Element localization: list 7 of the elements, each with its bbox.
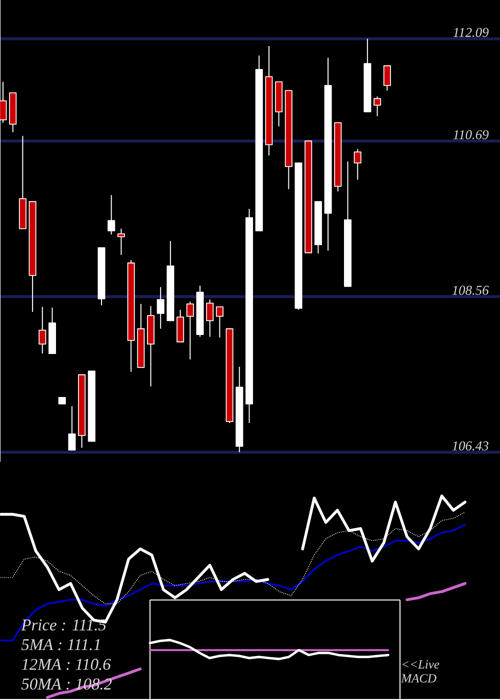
- y-tick-label: 110.69: [453, 130, 489, 140]
- y-tick-label: 106.43: [452, 441, 488, 450]
- y-tick-label: 108.56: [452, 286, 489, 295]
- annotation: <<Live MACD: [401, 660, 440, 682]
- y-tick-label: 112.09: [453, 28, 489, 38]
- annotation: 12MA : 110.6: [22, 658, 111, 670]
- annotation: 5MA : 111.1: [21, 639, 100, 650]
